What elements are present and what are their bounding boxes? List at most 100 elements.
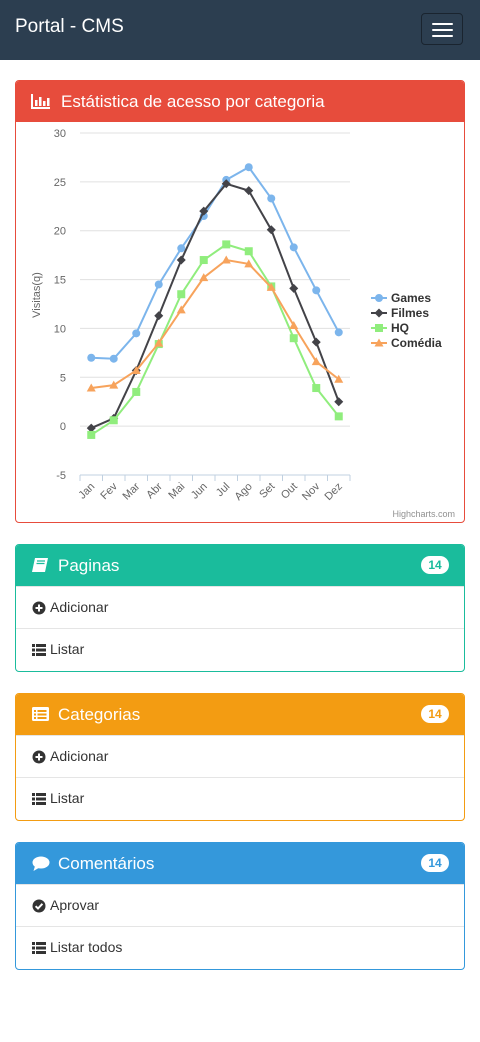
comments-panel-title: Comentários <box>58 854 155 873</box>
data-point-Comédia <box>154 338 164 347</box>
y-tick-label: 20 <box>54 226 66 238</box>
legend-label: HQ <box>391 321 409 335</box>
data-point-Comédia <box>109 380 119 389</box>
menu-toggle-button[interactable] <box>421 13 463 45</box>
data-point-Comédia <box>289 320 299 329</box>
hamburger-icon-line <box>432 35 453 37</box>
navbar: Portal - CMS <box>0 0 480 60</box>
stats-panel-title: Estátistica de acesso por categoria <box>61 92 325 111</box>
comments-list-label: Listar todos <box>50 939 123 955</box>
legend-item[interactable]: Comédia <box>371 336 442 350</box>
y-tick-label: 30 <box>54 128 66 140</box>
legend-marker <box>374 308 384 318</box>
series-line-Filmes <box>90 182 340 430</box>
stats-panel-heading: Estátistica de acesso por categoria <box>16 81 464 122</box>
data-point-HQ <box>289 334 298 343</box>
data-point-Games <box>312 286 321 295</box>
x-tick-label: Jul <box>214 481 232 499</box>
categories-add-label: Adicionar <box>50 748 109 764</box>
data-point-HQ <box>244 247 253 256</box>
y-axis-label: Visitas(q) <box>31 272 43 318</box>
brand-title[interactable]: Portal - CMS <box>15 16 124 37</box>
y-tick-label: 0 <box>60 421 66 433</box>
data-point-Comédia <box>266 282 276 291</box>
check-circle-icon <box>32 899 46 913</box>
x-tick-label: Ago <box>233 481 255 503</box>
data-point-Comédia <box>334 374 344 383</box>
legend-item[interactable]: Games <box>371 291 431 305</box>
categories-list-label: Listar <box>50 790 85 806</box>
data-point-Comédia <box>199 273 209 282</box>
data-point-Games <box>132 329 141 338</box>
y-tick-label: 5 <box>60 372 66 384</box>
data-point-Comédia <box>176 305 186 314</box>
x-tick-label: Jun <box>189 481 210 502</box>
pages-count-badge: 14 <box>421 556 449 574</box>
data-point-Games <box>289 243 298 252</box>
pages-panel: Paginas 14 Adicionar Listar <box>15 544 465 672</box>
categories-list-item[interactable]: Listar <box>16 777 464 819</box>
list-icon <box>32 793 46 805</box>
stats-panel: Estátistica de acesso por categoria -5 0 5… <box>15 80 465 523</box>
x-tick-label: Mai <box>166 481 187 502</box>
data-point-HQ <box>109 416 118 425</box>
hamburger-icon-line <box>432 29 453 31</box>
x-tick-label: Jan <box>76 481 97 502</box>
comments-list-item[interactable]: Listar todos <box>16 926 464 968</box>
categories-add-item[interactable]: Adicionar <box>16 735 464 777</box>
list-alt-icon <box>32 707 49 721</box>
y-tick-label: 25 <box>54 177 66 189</box>
data-point-Comédia <box>311 357 321 366</box>
legend-item[interactable]: Filmes <box>371 306 429 320</box>
data-point-HQ <box>87 430 96 439</box>
data-point-Filmes <box>311 337 321 347</box>
data-point-Filmes <box>199 206 209 216</box>
legend-marker <box>374 338 384 347</box>
data-point-Filmes <box>334 397 344 407</box>
y-tick-label: 10 <box>54 323 66 335</box>
legend-item[interactable]: HQ <box>371 321 409 335</box>
list-icon <box>32 942 46 954</box>
comments-panel: Comentários 14 Aprovar Listar todos <box>15 842 465 970</box>
comments-approve-label: Aprovar <box>50 897 100 913</box>
data-point-Filmes <box>289 283 299 293</box>
data-point-Filmes <box>86 423 96 433</box>
data-point-Games <box>109 354 118 363</box>
data-point-Comédia <box>221 255 231 264</box>
access-chart: -5 0 5 10 15 20 25 30 Jan Fev Mar Abr Mai Jun Jul Ago Se… <box>31 128 455 519</box>
hamburger-icon <box>432 23 453 25</box>
data-point-Games <box>267 194 276 203</box>
data-point-Games <box>154 280 163 289</box>
legend-label: Games <box>391 291 431 305</box>
categories-count-badge: 14 <box>421 705 449 723</box>
comments-panel-heading[interactable]: Comentários 14 <box>16 843 464 884</box>
comments-approve-item[interactable]: Aprovar <box>16 884 464 926</box>
list-icon <box>32 644 46 656</box>
pages-list-item[interactable]: Listar <box>16 628 464 670</box>
data-point-Filmes <box>154 311 164 321</box>
y-tick-label: 15 <box>54 275 66 287</box>
legend-marker <box>375 324 383 332</box>
legend-label: Filmes <box>391 306 429 320</box>
y-tick-label: -5 <box>56 470 66 482</box>
data-point-Comédia <box>86 383 96 392</box>
pages-panel-heading[interactable]: Paginas 14 <box>16 545 464 586</box>
x-tick-label: Dez <box>323 481 345 503</box>
data-point-Filmes <box>266 225 276 235</box>
pages-panel-title: Paginas <box>58 556 120 575</box>
data-point-HQ <box>132 387 141 396</box>
categories-panel-title: Categorias <box>58 705 141 724</box>
data-point-HQ <box>199 256 208 265</box>
legend-marker <box>375 294 383 302</box>
x-tick-label: Set <box>257 481 277 501</box>
data-point-Games <box>244 163 253 172</box>
pages-add-item[interactable]: Adicionar <box>16 586 464 628</box>
x-tick-label: Mar <box>120 480 142 502</box>
data-point-HQ <box>312 384 321 393</box>
data-point-Comédia <box>131 365 141 374</box>
plus-circle-icon <box>32 601 46 615</box>
data-point-Comédia <box>244 259 254 268</box>
data-point-Filmes <box>176 255 186 265</box>
categories-panel-heading[interactable]: Categorias 14 <box>16 694 464 735</box>
pages-add-label: Adicionar <box>50 599 109 615</box>
